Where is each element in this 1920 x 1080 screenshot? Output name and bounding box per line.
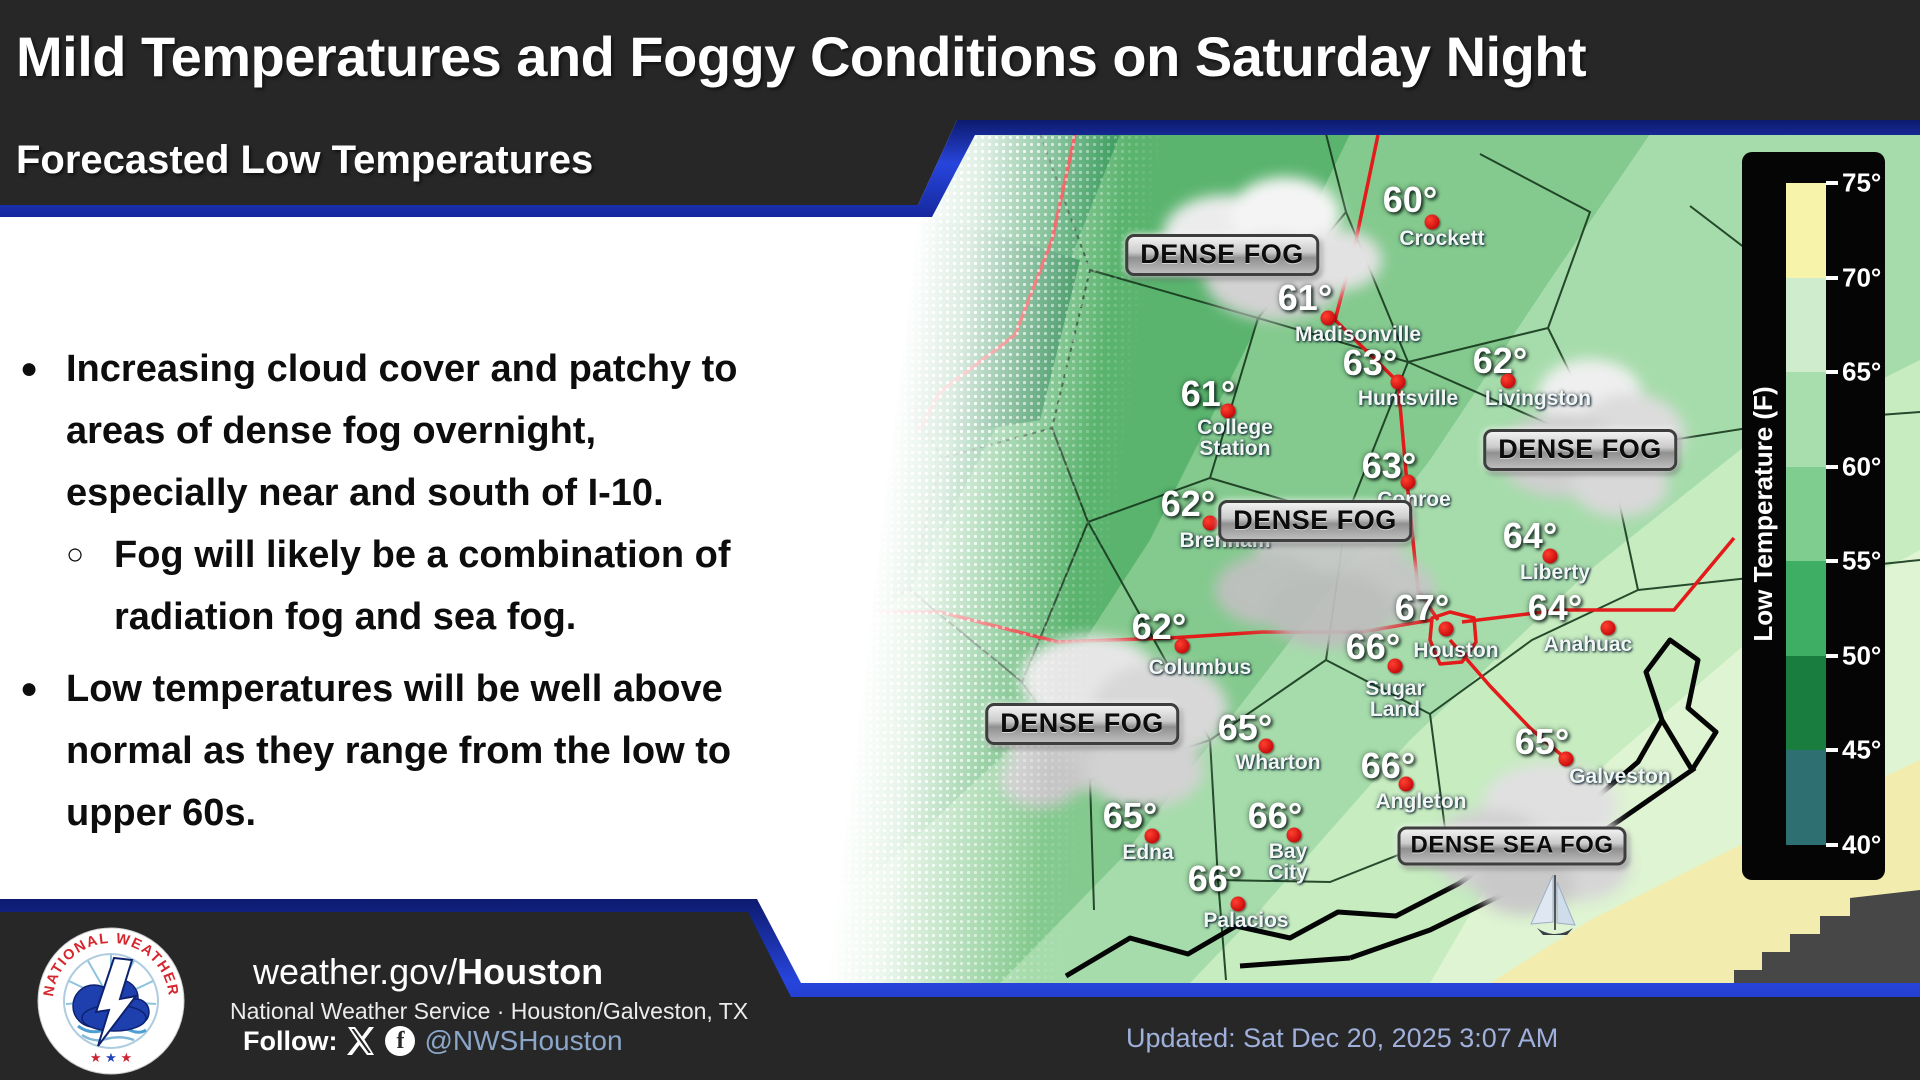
- city-label: Huntsville: [1357, 387, 1459, 410]
- city-label: Bay City: [1268, 840, 1308, 884]
- legend-segment-65-70: [1786, 277, 1826, 373]
- legend-tick: [1826, 653, 1838, 658]
- station-temperature: 66°: [1187, 858, 1243, 899]
- legend-tick: [1826, 464, 1838, 469]
- station-temperature: 64°: [1527, 587, 1583, 628]
- updated-timestamp: Updated: Sat Dec 20, 2025 3:07 AM: [1126, 1023, 1559, 1053]
- bullet-circle-marker: ○: [66, 538, 85, 571]
- bullet-disc-marker: ●: [20, 352, 39, 385]
- legend-tick-label: 45°: [1842, 734, 1882, 765]
- legend-tick-label: 65°: [1842, 356, 1882, 387]
- legend-tick: [1826, 275, 1838, 280]
- x-twitter-icon[interactable]: [346, 1026, 376, 1056]
- city-label: Liberty: [1519, 561, 1591, 584]
- bullet-text: Increasing cloud cover and patchy to are…: [66, 348, 738, 514]
- legend-tick-label: 75°: [1842, 167, 1882, 198]
- city-label: Anahuac: [1543, 633, 1633, 656]
- city-label: College Station: [1197, 416, 1273, 460]
- legend-tick-label: 60°: [1842, 451, 1882, 482]
- facebook-icon[interactable]: f: [385, 1026, 416, 1056]
- bullet-disc-marker: ●: [20, 672, 39, 705]
- city-label: Livingston: [1484, 387, 1592, 410]
- legend-segment-70-75: [1786, 183, 1826, 278]
- dense-fog-badge: DENSE FOG: [1125, 234, 1319, 276]
- legend-tick: [1826, 842, 1838, 847]
- temperature-legend: Low Temperature (F) 75° 70° 65° 60° 55° 50° 45…: [1742, 152, 1885, 880]
- header: Mild Temperatures and Foggy Conditions o…: [0, 0, 1920, 120]
- dense-fog-badge: DENSE FOG: [985, 703, 1179, 745]
- legend-color-bar: [1786, 183, 1826, 846]
- legend-title: Low Temperature (F): [1748, 386, 1778, 642]
- legend-tick-label: 55°: [1842, 545, 1882, 576]
- legend-tick: [1826, 748, 1838, 753]
- city-label: Galveston: [1569, 765, 1671, 788]
- bullet-list: ● Increasing cloud cover and patchy to ar…: [20, 338, 760, 844]
- bullet-item: ● Low temperatures will be well above nor…: [20, 658, 760, 844]
- city-label: Angleton: [1375, 790, 1467, 813]
- legend-tick: [1826, 181, 1838, 185]
- city-dot: [1174, 638, 1190, 654]
- subheader-title: Forecasted Low Temperatures: [16, 138, 594, 182]
- nws-logo: NATIONAL WEATHER SERVICE ★ ★ ★: [36, 926, 185, 1075]
- dense-sea-fog-badge: DENSE SEA FOG: [1397, 826, 1627, 866]
- station-temperature: 63°: [1342, 342, 1398, 383]
- city-label: Houston: [1413, 639, 1499, 662]
- legend-segment-50-55: [1786, 561, 1826, 656]
- legend-tick-label: 40°: [1842, 829, 1882, 860]
- bullet-item: ○ Fog will likely be a combination of rad…: [66, 524, 760, 648]
- city-label: Crockett: [1399, 227, 1485, 250]
- legend-segment-55-60: [1786, 466, 1826, 562]
- city-dot: [1438, 621, 1454, 637]
- svg-text:★ ★ ★: ★ ★ ★: [90, 1050, 132, 1065]
- city-label: Edna: [1122, 841, 1174, 864]
- legend-tick-label: 50°: [1842, 640, 1882, 671]
- legend-tick: [1826, 370, 1838, 375]
- legend-segment-45-50: [1786, 655, 1826, 751]
- legend-tick-label: 70°: [1842, 262, 1882, 293]
- city-dot: [1387, 658, 1403, 674]
- bullet-text: Fog will likely be a combination of radi…: [114, 534, 731, 638]
- page-title: Mild Temperatures and Foggy Conditions o…: [16, 25, 1587, 88]
- legend-segment-60-65: [1786, 372, 1826, 467]
- bullet-text: Low temperatures will be well above norm…: [66, 668, 732, 834]
- follow-label: Follow:: [243, 1025, 338, 1056]
- station-temperature: 62°: [1472, 340, 1528, 381]
- dense-fog-badge: DENSE FOG: [1483, 429, 1677, 471]
- footer-content: NATIONAL WEATHER SERVICE ★ ★ ★ weather.g…: [0, 899, 1920, 1080]
- city-label: Sugar Land: [1365, 677, 1425, 721]
- bullet-item: ● Increasing cloud cover and patchy to ar…: [20, 338, 760, 524]
- city-label: Wharton: [1235, 751, 1321, 774]
- dense-fog-badge: DENSE FOG: [1218, 500, 1412, 542]
- agency-line: National Weather Service · Houston/Galve…: [230, 998, 749, 1024]
- social-handle-link[interactable]: @NWSHouston: [424, 1025, 623, 1056]
- site-url: weather.gov/Houston: [253, 951, 604, 992]
- legend-segment-40-45: [1786, 750, 1826, 846]
- follow-line: Follow: f @NWSHouston: [243, 1025, 623, 1057]
- city-label: Columbus: [1148, 656, 1252, 679]
- legend-tick: [1826, 559, 1838, 564]
